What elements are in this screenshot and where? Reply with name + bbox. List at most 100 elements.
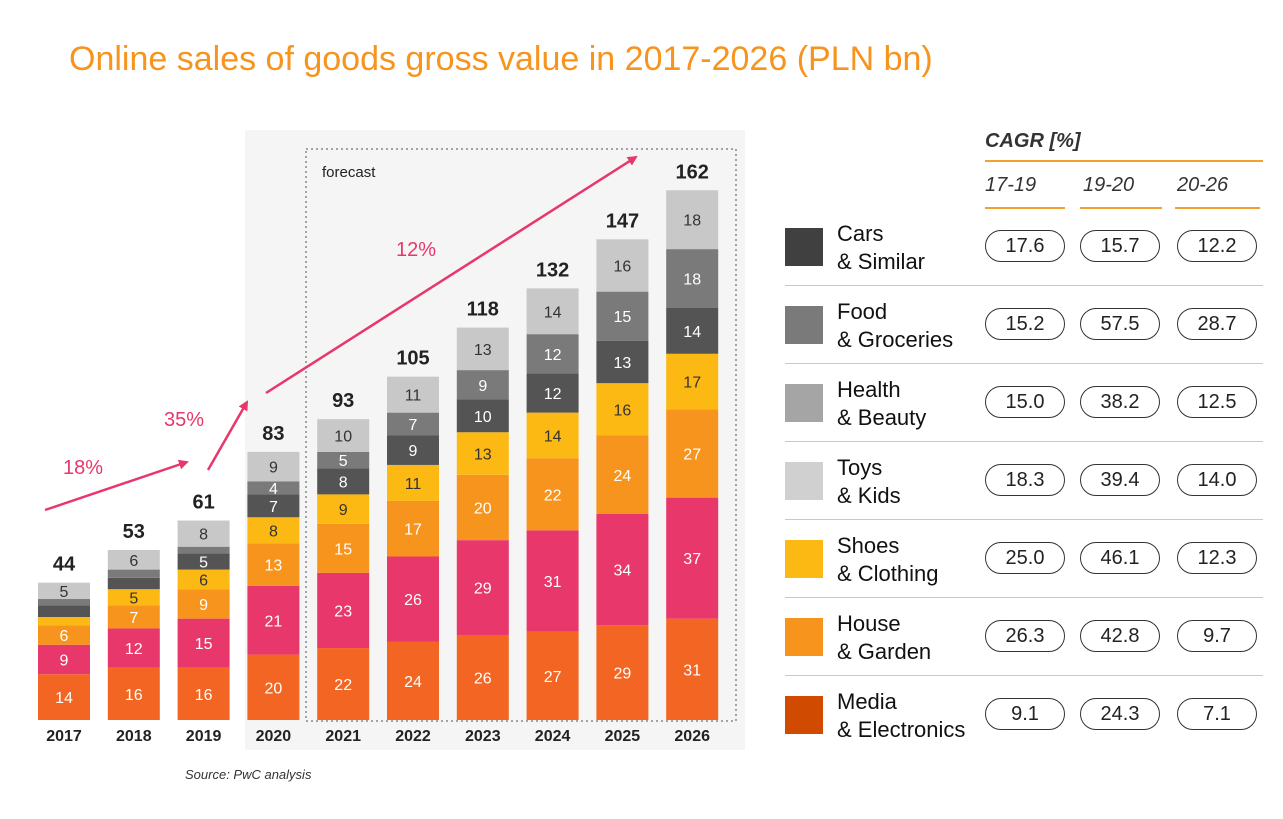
bar-segment — [456, 370, 509, 400]
cagr-value-pill: 15.2 — [985, 308, 1065, 340]
legend-label-line: & Garden — [837, 639, 932, 664]
bar-segment — [387, 556, 439, 642]
cagr-period-underline-3 — [1175, 207, 1260, 209]
cagr-value-pill: 12.2 — [1177, 230, 1257, 262]
bar-segment-label: 20 — [265, 680, 283, 697]
cagr-period-underline-2 — [1080, 207, 1162, 209]
bar-segment — [526, 530, 579, 632]
bar-segment — [456, 327, 509, 371]
bar-segment-label: 16 — [614, 258, 632, 275]
bar-segment-label: 16 — [195, 687, 213, 704]
bar-segment — [387, 641, 439, 720]
bar-segment-label: 16 — [125, 687, 143, 704]
cagr-value-pill: 12.3 — [1177, 542, 1257, 574]
bar-segment-label: 8 — [199, 527, 208, 544]
legend-label-line: & Kids — [837, 483, 901, 508]
bar-segment — [387, 435, 439, 465]
bar-segment-label: 21 — [265, 613, 283, 630]
cagr-value-pill: 17.6 — [985, 230, 1065, 262]
bar-segment — [107, 549, 160, 570]
bar-segment — [38, 674, 90, 720]
bar-segment-label: 26 — [474, 670, 492, 687]
bar-segment-label: 22 — [334, 677, 352, 694]
x-tick-label: 2017 — [46, 728, 82, 745]
bar-segment — [456, 540, 509, 635]
x-tick-label: 2021 — [325, 728, 361, 745]
legend-row: Media & Electronics 9.1 24.3 7.1 — [785, 676, 1263, 754]
bar-segment-label: 11 — [405, 388, 422, 405]
bar-segment-label: 13 — [474, 342, 492, 359]
bar-segment-label: 5 — [129, 590, 138, 607]
legend-label-line: Food — [837, 299, 888, 324]
legend-row: Shoes & Clothing 25.0 46.1 12.3 — [785, 520, 1263, 598]
legend-label-line: Toys — [837, 455, 883, 480]
bar-total-label: 93 — [332, 390, 354, 412]
bar-segment — [666, 353, 719, 410]
bar-segment — [38, 644, 90, 675]
bar-segment — [456, 474, 509, 541]
legend-label: Cars & Similar — [837, 220, 925, 276]
cagr-value-pill: 26.3 — [985, 620, 1065, 652]
bar-segment — [666, 190, 719, 250]
growth-arrow — [44, 459, 189, 512]
cagr-value-pill: 9.1 — [985, 698, 1065, 730]
bar-segment-label: 24 — [404, 674, 422, 691]
bar-segment — [666, 497, 719, 619]
bar-total-label: 105 — [396, 348, 429, 370]
legend-swatch — [785, 384, 823, 422]
bar-segment — [317, 648, 370, 720]
bar-segment-label: 27 — [544, 669, 562, 686]
bar-segment-label: 7 — [129, 610, 138, 627]
bar-total-label: 44 — [53, 554, 76, 576]
bar-segment-label: 13 — [474, 446, 492, 463]
bar-total-label: 53 — [123, 521, 145, 543]
cagr-period-underline-1 — [985, 207, 1065, 209]
bar-segment — [666, 249, 719, 308]
bar-segment — [38, 616, 90, 626]
bar-segment — [177, 667, 230, 720]
bar-segment-label: 14 — [544, 429, 562, 446]
source-note: Source: PwC analysis — [185, 767, 312, 782]
bar-segment-label: 27 — [683, 446, 701, 463]
legend-label: Shoes & Clothing — [837, 532, 939, 588]
growth-label: 12% — [396, 239, 436, 261]
growth-label: 35% — [164, 409, 204, 431]
legend-label-line: Media — [837, 689, 897, 714]
legend-label-line: & Clothing — [837, 561, 939, 586]
bar-segment — [666, 409, 719, 498]
bar-segment — [177, 569, 230, 590]
legend-label-line: Health — [837, 377, 901, 402]
bar-segment-label: 14 — [544, 304, 562, 321]
bar-segment — [247, 517, 300, 544]
bar-total-label: 118 — [467, 299, 499, 321]
bar-segment — [38, 582, 90, 600]
legend-label: House & Garden — [837, 610, 931, 666]
bar-segment-label: 13 — [265, 558, 283, 575]
bar-segment-label: 15 — [195, 636, 213, 653]
bar-segment-label: 26 — [404, 592, 422, 609]
bar-segment-label: 9 — [339, 502, 348, 519]
x-tick-label: 2025 — [605, 728, 641, 745]
bar-segment — [107, 589, 160, 606]
legend-label: Toys & Kids — [837, 454, 901, 510]
bar-segment-label: 12 — [544, 386, 562, 403]
bar-segment-label: 31 — [544, 574, 562, 591]
bar-segment-label: 22 — [544, 487, 562, 504]
legend-label-line: & Beauty — [837, 405, 927, 430]
bar-segment — [596, 291, 649, 341]
cagr-value-pill: 42.8 — [1080, 620, 1160, 652]
legend-swatch — [785, 696, 823, 734]
bar-segment — [526, 412, 579, 459]
legend-label-line: & Similar — [837, 249, 926, 274]
x-tick-label: 2020 — [256, 728, 292, 745]
bar-segment-label: 17 — [404, 522, 422, 539]
bar-segment-label: 9 — [199, 597, 208, 614]
bar-segment — [107, 569, 160, 578]
bar-total-label: 61 — [192, 492, 214, 514]
bar-segment — [247, 494, 300, 518]
bar-segment — [177, 589, 230, 619]
growth-label: 18% — [63, 457, 103, 479]
legend-row: Cars & Similar 17.6 15.7 12.2 — [785, 208, 1263, 286]
x-tick-label: 2024 — [535, 728, 571, 745]
bar-segment-label: 7 — [409, 417, 418, 434]
